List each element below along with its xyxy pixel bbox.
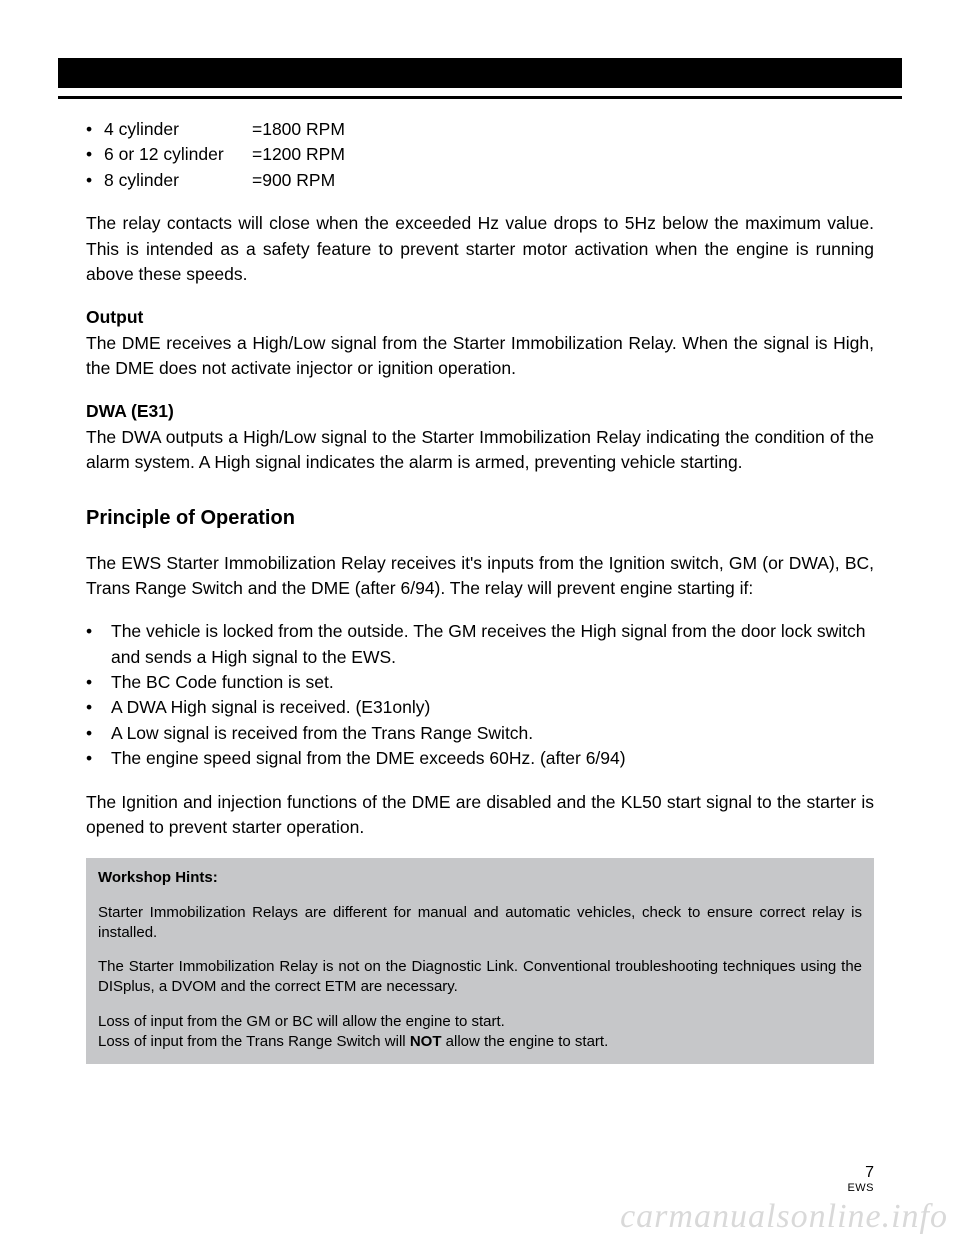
bullet-icon: • [86, 168, 104, 193]
list-item: • 4 cylinder =1800 RPM [86, 117, 874, 142]
body-paragraph: The DME receives a High/Low signal from … [86, 331, 874, 382]
output-section: Output The DME receives a High/Low signa… [86, 305, 874, 381]
page-footer-label: EWS [847, 1182, 874, 1194]
section-heading: Output [86, 305, 874, 330]
bullet-icon: • [86, 721, 111, 746]
list-item: • 8 cylinder =900 RPM [86, 168, 874, 193]
workshop-hints-box: Workshop Hints: Starter Immobilization R… [86, 858, 874, 1064]
page-frame: • 4 cylinder =1800 RPM • 6 or 12 cylinde… [58, 58, 902, 1152]
rpm-value: =1200 RPM [252, 142, 345, 167]
list-item: •A Low signal is received from the Trans… [86, 721, 874, 746]
hints-bold: NOT [410, 1033, 442, 1050]
hints-text: allow the engine to start. [441, 1033, 608, 1050]
list-item: •A DWA High signal is received. (E31only… [86, 695, 874, 720]
bullet-icon: • [86, 670, 111, 695]
watermark: carmanualsonline.info [620, 1198, 948, 1236]
rpm-label: 8 cylinder [104, 168, 252, 193]
list-item: •The engine speed signal from the DME ex… [86, 746, 874, 771]
principle-list: •The vehicle is locked from the outside.… [86, 619, 874, 771]
bullet-icon: • [86, 695, 111, 720]
bullet-icon: • [86, 746, 111, 771]
page-number: 7 [847, 1164, 874, 1182]
bullet-icon: • [86, 117, 104, 142]
rpm-label: 4 cylinder [104, 117, 252, 142]
hints-text: Loss of input from the GM or BC will all… [98, 1013, 505, 1030]
list-text: The vehicle is locked from the outside. … [111, 619, 874, 670]
hints-paragraph: The Starter Immobilization Relay is not … [98, 957, 862, 998]
hints-paragraph: Loss of input from the GM or BC will all… [98, 1012, 862, 1053]
list-text: The BC Code function is set. [111, 670, 334, 695]
hints-paragraph: Starter Immobilization Relays are differ… [98, 903, 862, 944]
body-paragraph: The relay contacts will close when the e… [86, 211, 874, 287]
list-text: A DWA High signal is received. (E31only) [111, 695, 430, 720]
rpm-label: 6 or 12 cylinder [104, 142, 252, 167]
list-item: •The vehicle is locked from the outside.… [86, 619, 874, 670]
hints-heading: Workshop Hints: [98, 868, 862, 888]
list-text: The engine speed signal from the DME exc… [111, 746, 626, 771]
rpm-list: • 4 cylinder =1800 RPM • 6 or 12 cylinde… [86, 117, 874, 193]
page-footer: 7 EWS [847, 1164, 874, 1194]
list-item: • 6 or 12 cylinder =1200 RPM [86, 142, 874, 167]
rpm-value: =1800 RPM [252, 117, 345, 142]
body-paragraph: The DWA outputs a High/Low signal to the… [86, 425, 874, 476]
dwa-section: DWA (E31) The DWA outputs a High/Low sig… [86, 399, 874, 475]
body-paragraph: The Ignition and injection functions of … [86, 790, 874, 841]
hints-text: Loss of input from the Trans Range Switc… [98, 1033, 410, 1050]
body-paragraph: The EWS Starter Immobilization Relay rec… [86, 551, 874, 602]
section-heading: DWA (E31) [86, 399, 874, 424]
list-text: A Low signal is received from the Trans … [111, 721, 533, 746]
list-item: •The BC Code function is set. [86, 670, 874, 695]
rpm-value: =900 RPM [252, 168, 335, 193]
content-area: • 4 cylinder =1800 RPM • 6 or 12 cylinde… [58, 117, 902, 1064]
principle-heading: Principle of Operation [86, 504, 874, 533]
bullet-icon: • [86, 619, 111, 670]
bullet-icon: • [86, 142, 104, 167]
top-rule [58, 96, 902, 99]
